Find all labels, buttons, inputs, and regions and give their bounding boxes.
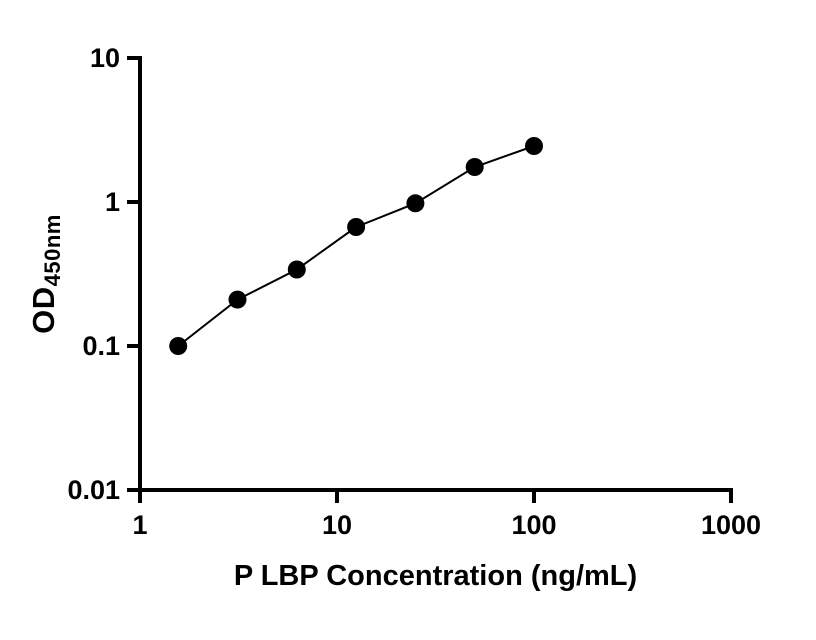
x-axis-label: P LBP Concentration (ng/mL) <box>233 560 638 592</box>
data-point <box>465 158 484 176</box>
curve-line <box>177 145 535 347</box>
y-axis-label: OD450nm <box>26 214 66 334</box>
data-point <box>406 194 425 213</box>
y-tick-label: 0.1 <box>82 331 120 361</box>
data-point <box>347 218 366 236</box>
data-point <box>287 260 306 279</box>
x-tick-label: 10 <box>322 510 352 540</box>
x-tick-label: 1 <box>132 510 147 540</box>
y-tick-label: 10 <box>90 43 120 73</box>
axes-frame <box>138 56 733 492</box>
y-axis-label-sub: 450nm <box>40 214 65 287</box>
x-tick-label: 1000 <box>701 510 761 540</box>
y-tick-label: 1 <box>105 187 120 217</box>
data-point <box>525 137 543 155</box>
data-point <box>228 290 247 309</box>
y-axis-label-main: OD <box>26 286 61 334</box>
y-tick-label: 0.01 <box>67 475 120 505</box>
x-tick-label: 100 <box>511 510 556 540</box>
data-point <box>169 337 188 355</box>
